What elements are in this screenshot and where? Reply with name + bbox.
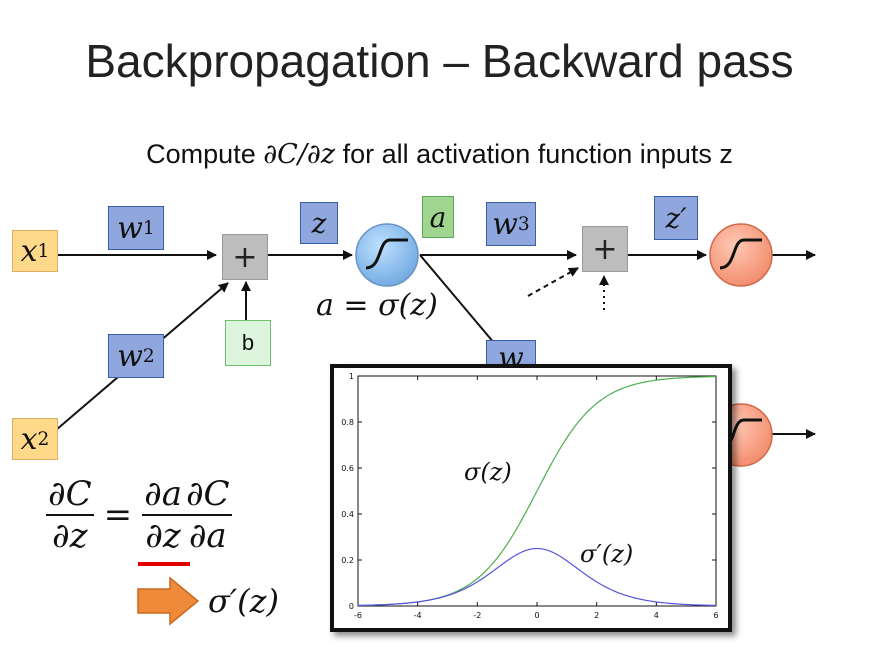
sigmoid-plot-svg: -6 -4 -2 0 2 4 6 0 0.2 0.4 0.6 0.8 1 σ(z) σ′(z) (341, 372, 718, 620)
y-tick-label: 0.8 (341, 418, 354, 427)
x-tick-label: 2 (594, 611, 599, 620)
sigmoid-neuron-2 (709, 223, 773, 287)
page-title: Backpropagation – Backward pass (85, 35, 794, 87)
y-tick-label: 0.4 (341, 510, 354, 519)
plot-curves (357, 375, 717, 607)
rhs1-denominator: ∂z (142, 514, 184, 556)
y-tick-label: 0 (349, 602, 354, 611)
equals-sign: = (103, 495, 133, 535)
y-tick-label: 0.6 (341, 464, 354, 473)
sum-node-2: + (582, 226, 628, 272)
x1-subscript: 1 (37, 240, 50, 262)
rhs2-denominator: ∂a (183, 514, 232, 556)
x2-subscript: 2 (37, 428, 50, 450)
rhs-fraction-1: ∂a ∂z (142, 474, 184, 556)
x2-label: x (20, 421, 38, 457)
w3-label: w (492, 206, 518, 242)
x1-label: x (20, 233, 38, 269)
x-tick-label: 4 (654, 611, 659, 620)
subtitle: Compute ∂C/∂z for all activation functio… (0, 139, 879, 170)
x-tick-label: 6 (713, 611, 718, 620)
w2-label: w (117, 338, 143, 374)
subtitle-prefix: Compute (146, 139, 264, 169)
activation-equation: a = σ(z) (316, 288, 438, 323)
x-tick-label: -2 (473, 611, 481, 620)
rhs-fraction-2: ∂C ∂a (183, 474, 232, 556)
series-line-1 (357, 547, 717, 607)
series-line-0 (357, 375, 717, 607)
bias-box: b (225, 320, 271, 366)
lhs-fraction: ∂C ∂z (46, 474, 94, 556)
w3-subscript: 3 (517, 213, 530, 235)
sigma-prime-label: σ′(z) (580, 540, 633, 568)
subtitle-suffix: for all activation function inputs z (335, 139, 733, 169)
sigma-label: σ(z) (464, 458, 512, 486)
red-underline (138, 562, 190, 566)
plot-axes: -6 -4 -2 0 2 4 6 0 0.2 0.4 0.6 0.8 1 (341, 372, 718, 620)
chain-rule-equation: ∂C ∂z = ∂a ∂z ∂C ∂a (46, 474, 232, 556)
sigmoid-neuron-1 (355, 223, 419, 287)
w4-box: w (486, 340, 536, 368)
z-box: z (300, 202, 338, 244)
lhs-numerator: ∂C (48, 474, 92, 514)
rhs2-numerator: ∂C (185, 474, 230, 514)
w2-subscript: 2 (142, 345, 155, 367)
w4-label: w (498, 341, 524, 368)
result-derivative: σ′(z) (208, 582, 279, 620)
subtitle-math: ∂C/∂z (263, 139, 336, 170)
lhs-denominator: ∂z (46, 514, 94, 556)
sigmoid-plot: -6 -4 -2 0 2 4 6 0 0.2 0.4 0.6 0.8 1 σ(z) σ′(z) (330, 364, 732, 632)
a-box: a (422, 196, 454, 238)
w1-subscript: 1 (142, 217, 155, 239)
z-prime-box: z′ (654, 196, 698, 240)
rhs1-numerator: ∂a (144, 474, 182, 514)
y-tick-label: 0.2 (341, 556, 354, 565)
sum-node-1: + (222, 234, 268, 280)
right-arrow-icon (137, 576, 200, 626)
x-tick-label: -6 (354, 611, 362, 620)
w1-label: w (117, 210, 143, 246)
x-tick-label: -4 (414, 611, 422, 620)
x-tick-label: 0 (534, 611, 539, 620)
y-tick-label: 1 (349, 372, 354, 381)
